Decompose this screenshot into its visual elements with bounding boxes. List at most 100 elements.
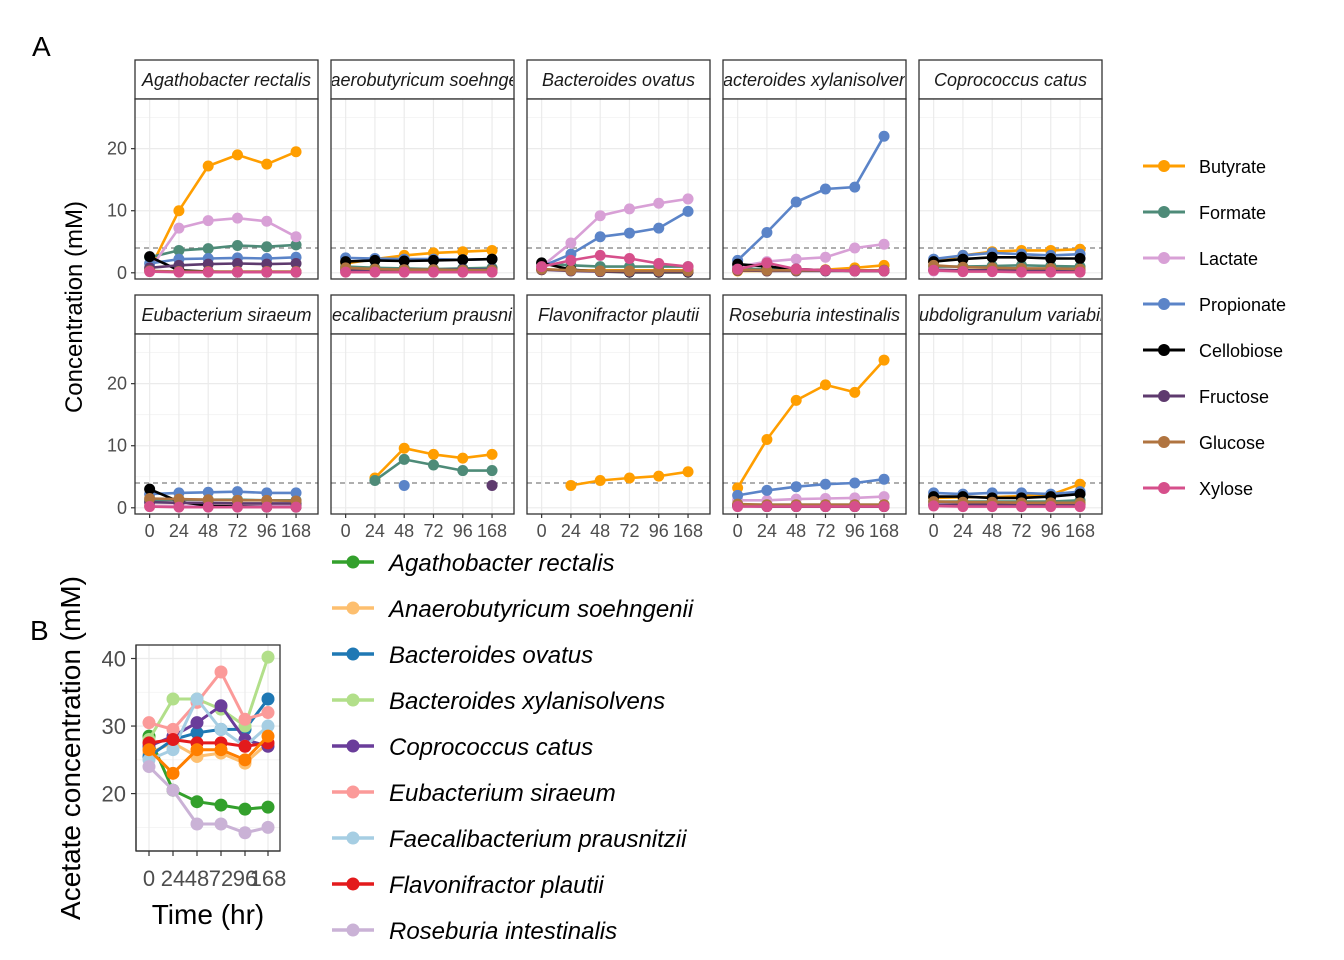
point-propionate — [819, 478, 831, 490]
point-cellobiose — [144, 483, 156, 495]
x-tick-label: 168 — [477, 521, 507, 541]
legend-item-fructose: Fructose — [1143, 387, 1269, 407]
legend-key-point — [346, 555, 360, 569]
facet-border — [134, 333, 319, 515]
point-xylose — [849, 265, 861, 277]
point-formate — [427, 459, 439, 471]
y-tick-label: 20 — [107, 139, 127, 159]
x-tick-label: 0 — [143, 866, 155, 891]
point-lactate — [594, 210, 606, 222]
point-faecalibacterium-prausnitzii — [214, 722, 228, 736]
facet-series-group — [536, 193, 694, 278]
facet-series-group — [565, 466, 694, 491]
point-xylose — [878, 265, 890, 277]
point-xylose — [427, 266, 439, 278]
point-butyrate — [653, 470, 665, 482]
point-subdoligranulum-variabile — [238, 753, 252, 767]
legend-label: Coprococcus catus — [389, 734, 593, 761]
point-xylose — [1015, 501, 1027, 513]
legend-item-lactate: Lactate — [1143, 249, 1258, 269]
point-butyrate — [761, 434, 773, 446]
point-cellobiose — [1045, 253, 1057, 265]
point-formate — [290, 239, 302, 251]
point-cellobiose — [486, 253, 498, 265]
point-xylose — [986, 501, 998, 513]
legend-item-bacteroides-ovatus: Bacteroides ovatus — [332, 642, 593, 669]
facet-faecalibacterium-prausnitzii: Faecalibacterium prausnitzii 0 24 48 72 96 168 — [330, 294, 515, 541]
y-tick-label: 0 — [117, 498, 127, 518]
point-xylose — [623, 253, 635, 265]
point-cellobiose — [1074, 253, 1086, 265]
point-lactate — [623, 203, 635, 215]
point-lactate — [682, 193, 694, 205]
point-subdoligranulum-variabile — [142, 743, 156, 757]
point-subdoligranulum-variabile — [166, 766, 180, 780]
point-agathobacter-rectalis — [261, 800, 275, 814]
point-butyrate — [790, 394, 802, 406]
x-tick-label: 72 — [209, 866, 233, 891]
point-xylose — [790, 501, 802, 513]
point-xylose — [173, 266, 185, 278]
x-tick-label: 96 — [257, 521, 277, 541]
point-propionate — [849, 477, 861, 489]
point-propionate — [682, 205, 694, 217]
legend-label: Lactate — [1199, 249, 1258, 269]
point-agathobacter-rectalis — [214, 798, 228, 812]
facet-border — [722, 98, 907, 280]
legend-key-point — [1158, 298, 1170, 310]
y-tick-label: 30 — [102, 714, 126, 739]
point-butyrate — [290, 146, 302, 158]
point-propionate — [653, 222, 665, 234]
point-butyrate — [261, 158, 273, 170]
x-tick-label: 48 — [982, 521, 1002, 541]
legend-key-point — [1158, 252, 1170, 264]
point-propionate — [231, 486, 243, 498]
facet-title: Coprococcus catus — [934, 70, 1087, 90]
facet-border — [918, 333, 1103, 515]
x-tick-label: 72 — [227, 521, 247, 541]
point-lactate — [790, 253, 802, 265]
x-tick-label: 48 — [185, 866, 209, 891]
legend-label: Fructose — [1199, 387, 1269, 407]
facet-bacteroides-ovatus: Bacteroides ovatus — [526, 59, 711, 280]
point-xylose — [928, 500, 940, 512]
point-xylose — [202, 266, 214, 278]
x-tick-label: 168 — [1065, 521, 1095, 541]
point-lactate — [290, 231, 302, 243]
point-butyrate — [427, 448, 439, 460]
panel-b-series-group — [142, 650, 275, 840]
point-roseburia-intestinalis — [261, 820, 275, 834]
legend-key-point — [346, 601, 360, 615]
point-coprococcus-catus — [190, 716, 204, 730]
legend-key-point — [1158, 482, 1170, 494]
point-butyrate — [565, 479, 577, 491]
legend-item-formate: Formate — [1143, 203, 1266, 223]
point-xylose — [682, 261, 694, 273]
point-lactate — [261, 215, 273, 227]
x-tick-label: 0 — [929, 521, 939, 541]
point-formate — [486, 465, 498, 477]
facet-series-group — [928, 478, 1086, 513]
facet-agathobacter-rectalis: Agathobacter rectalis 0 10 20 — [107, 59, 319, 283]
point-lactate — [653, 197, 665, 209]
panel-a-facets: Agathobacter rectalis 0 10 20 Anaerobutyricu… — [107, 59, 1103, 541]
point-glucose — [623, 265, 635, 277]
point-faecalibacterium-prausnitzii — [261, 719, 275, 733]
point-xylose — [173, 501, 185, 513]
point-butyrate — [231, 149, 243, 161]
x-tick-label: 48 — [786, 521, 806, 541]
point-xylose — [878, 501, 890, 513]
facet-series-group — [732, 130, 890, 277]
point-butyrate — [457, 246, 469, 258]
facet-eubacterium-siraeum: Eubacterium siraeum 0 10 20 0 24 48 72 96 168 — [107, 294, 319, 541]
panel-a-legend: Butyrate Formate Lactate Propionate Cellobio… — [1143, 157, 1286, 499]
point-xylose — [261, 266, 273, 278]
facet-title: Flavonifractor plautii — [538, 305, 700, 325]
x-tick-label: 0 — [341, 521, 351, 541]
facet-title: Anaerobutyricum soehngenii — [307, 70, 537, 90]
point-butyrate — [486, 244, 498, 256]
legend-key-point — [346, 647, 360, 661]
series-line-glucose — [737, 502, 884, 506]
point-xylose — [457, 266, 469, 278]
facet-border — [134, 98, 319, 280]
